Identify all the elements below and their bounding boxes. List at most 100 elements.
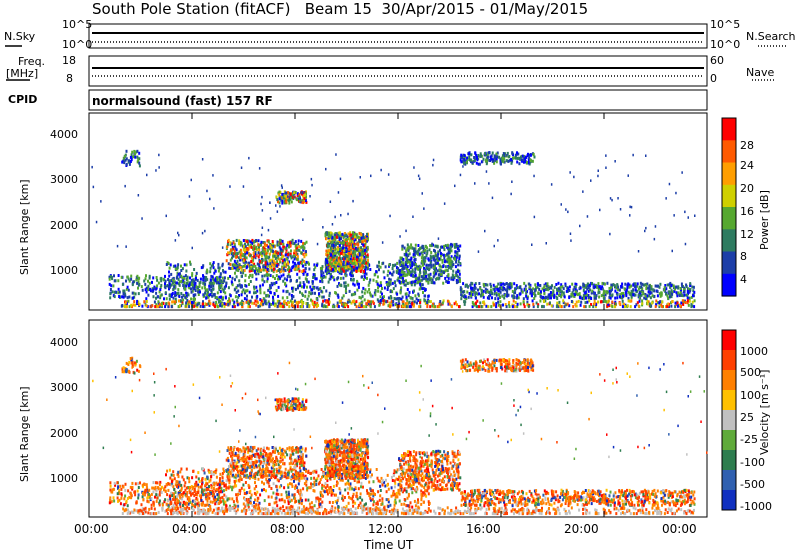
range-cell — [474, 293, 477, 297]
range-cell — [211, 287, 214, 291]
range-cell — [251, 267, 254, 271]
range-cell — [536, 305, 539, 309]
range-cell — [267, 245, 270, 249]
range-cell — [301, 305, 304, 309]
range-cell — [397, 276, 400, 280]
range-cell — [348, 245, 351, 249]
range-cell — [305, 195, 307, 199]
range-cell — [212, 487, 215, 490]
range-cell — [406, 265, 409, 269]
range-cell — [337, 305, 340, 309]
range-cell — [327, 234, 330, 238]
range-cell — [682, 303, 685, 306]
range-cell — [464, 295, 467, 299]
range-cell — [275, 274, 278, 277]
range-cell — [495, 302, 498, 306]
range-cell — [236, 301, 239, 305]
range-cell — [170, 272, 173, 276]
range-cell — [137, 280, 140, 284]
range-cell — [687, 303, 690, 307]
range-cell — [362, 269, 365, 273]
range-cell — [278, 304, 281, 308]
range-cell — [158, 303, 161, 307]
range-cell — [171, 292, 174, 295]
range-cell — [471, 161, 474, 165]
range-cell — [317, 288, 320, 292]
range-cell — [286, 296, 289, 300]
range-cell — [475, 161, 478, 165]
range-cell — [225, 284, 227, 288]
range-cell — [351, 236, 354, 240]
range-cell — [247, 247, 250, 251]
range-cell — [417, 280, 420, 284]
range-cell — [292, 286, 295, 290]
range-cell — [296, 192, 299, 196]
range-cell — [409, 270, 412, 274]
range-cell — [405, 302, 408, 306]
range-cell — [508, 287, 511, 291]
range-cell — [345, 246, 348, 250]
range-cell — [358, 259, 361, 263]
range-cell — [136, 299, 139, 303]
range-cell — [450, 245, 453, 249]
range-cell — [337, 233, 340, 237]
range-cell — [600, 287, 603, 291]
range-cell — [212, 281, 215, 285]
range-cell — [639, 281, 642, 285]
range-cell — [185, 263, 188, 267]
range-cell — [458, 272, 461, 276]
range-cell — [500, 283, 503, 287]
range-cell — [289, 252, 292, 256]
range-cell — [495, 160, 498, 164]
range-cell — [192, 284, 194, 287]
range-cell — [281, 259, 284, 263]
range-cell — [549, 285, 552, 289]
range-cell — [294, 287, 297, 291]
range-cell — [392, 303, 395, 307]
range-cell — [125, 305, 128, 309]
range-cell — [210, 291, 213, 294]
range-cell — [451, 276, 454, 279]
range-cell — [447, 302, 450, 306]
range-cell — [379, 299, 382, 302]
range-cell — [610, 294, 613, 298]
range-cell — [498, 303, 500, 307]
range-cell — [355, 305, 358, 309]
range-cell — [346, 300, 349, 304]
range-cell — [293, 305, 295, 309]
range-cell — [557, 289, 560, 293]
range-cell — [443, 271, 445, 275]
range-cell — [229, 262, 232, 266]
range-cell — [391, 273, 394, 277]
range-cell — [491, 159, 494, 163]
range-cell — [327, 263, 330, 266]
range-cell — [608, 295, 611, 299]
range-cell — [480, 305, 483, 309]
range-cell — [332, 246, 335, 250]
range-cell — [558, 287, 561, 291]
range-cell — [411, 296, 414, 300]
range-cell — [681, 171, 683, 174]
range-cell — [619, 293, 622, 297]
range-cell — [455, 274, 458, 278]
range-cell — [343, 284, 346, 288]
range-cell — [289, 275, 292, 279]
range-cell — [396, 305, 399, 309]
range-cell — [680, 301, 683, 305]
range-cell — [256, 289, 259, 293]
range-cell — [238, 294, 240, 297]
range-cell — [354, 251, 356, 255]
range-cell — [364, 242, 367, 246]
range-cell — [436, 254, 439, 258]
range-cell — [379, 265, 382, 269]
range-cell — [557, 281, 560, 285]
range-cell — [617, 197, 619, 200]
range-cell — [206, 499, 209, 503]
range-cell — [378, 260, 380, 264]
range-cell — [460, 153, 463, 157]
range-cell — [347, 283, 350, 287]
range-cell — [282, 279, 285, 283]
range-cell — [340, 284, 343, 288]
range-cell — [383, 286, 386, 290]
range-cell — [575, 300, 578, 304]
